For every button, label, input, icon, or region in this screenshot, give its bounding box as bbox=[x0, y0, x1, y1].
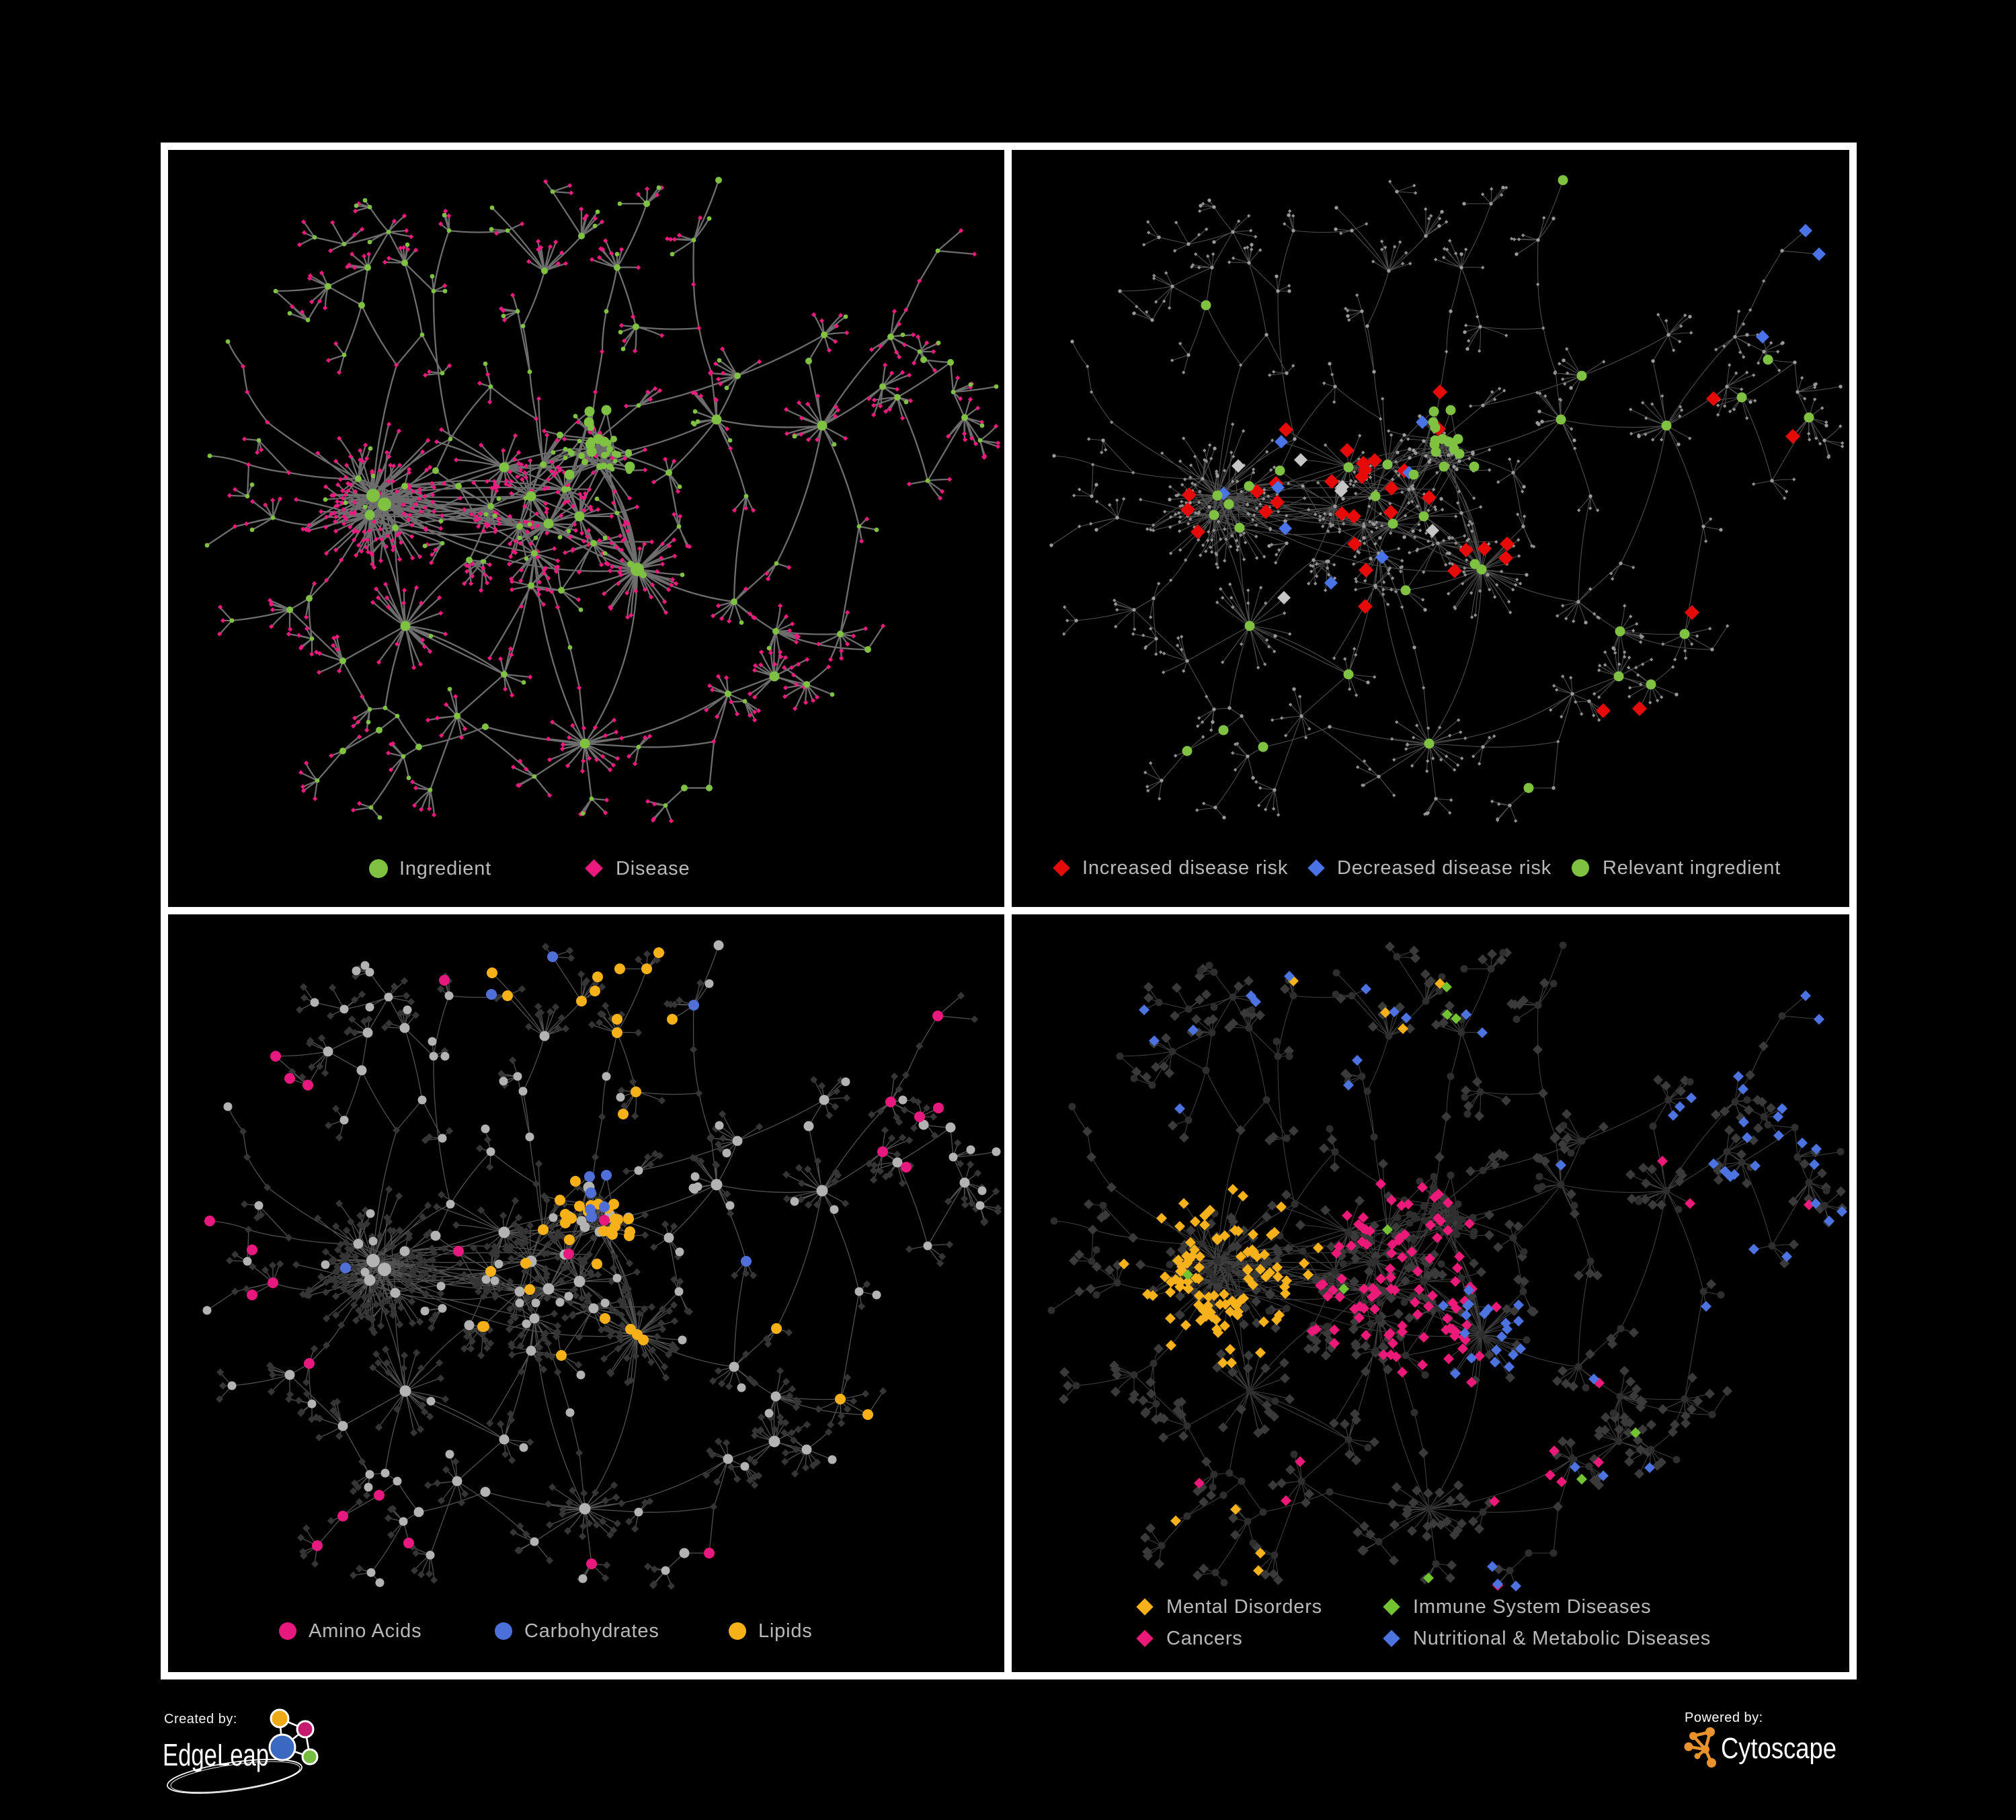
svg-text:EdgeLeap: EdgeLeap bbox=[163, 1737, 269, 1772]
svg-text:Created by:: Created by: bbox=[164, 1712, 237, 1727]
svg-text:Powered by:: Powered by: bbox=[1685, 1710, 1763, 1725]
svg-text:Cytoscape: Cytoscape bbox=[1721, 1732, 1837, 1765]
